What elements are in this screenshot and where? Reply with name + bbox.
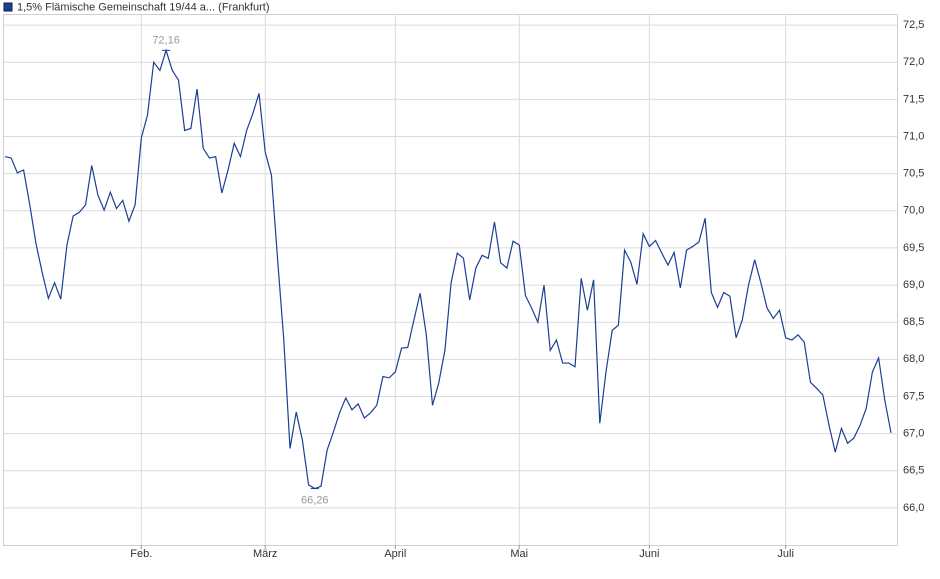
x-tick-label: März [253, 548, 277, 560]
x-tick-label: Feb. [130, 548, 152, 560]
y-tick-label: 67,5 [903, 390, 924, 402]
legend-label: 1,5% Flämische Gemeinschaft 19/44 a... (… [17, 1, 270, 13]
y-tick-label: 69,5 [903, 242, 924, 254]
plot-frame [3, 14, 898, 546]
y-tick-label: 66,0 [903, 502, 924, 514]
y-tick-label: 71,0 [903, 130, 924, 142]
y-tick-label: 70,5 [903, 168, 924, 180]
y-tick-label: 72,5 [903, 19, 924, 31]
y-tick-label: 72,0 [903, 56, 924, 68]
legend-swatch [3, 2, 13, 12]
y-tick-label: 69,0 [903, 279, 924, 291]
value-label: 66,26 [301, 494, 329, 506]
y-tick-label: 71,5 [903, 93, 924, 105]
price-line [4, 48, 892, 490]
x-tick-label: Juni [639, 548, 659, 560]
y-tick-label: 66,5 [903, 465, 924, 477]
y-tick-label: 68,5 [903, 316, 924, 328]
x-tick-label: Mai [510, 548, 528, 560]
y-tick-label: 67,0 [903, 428, 924, 440]
value-label: 72,16 [152, 34, 180, 46]
x-tick-label: April [384, 548, 406, 560]
y-tick-label: 68,0 [903, 353, 924, 365]
x-tick-label: Juli [777, 548, 794, 560]
y-tick-label: 70,0 [903, 205, 924, 217]
